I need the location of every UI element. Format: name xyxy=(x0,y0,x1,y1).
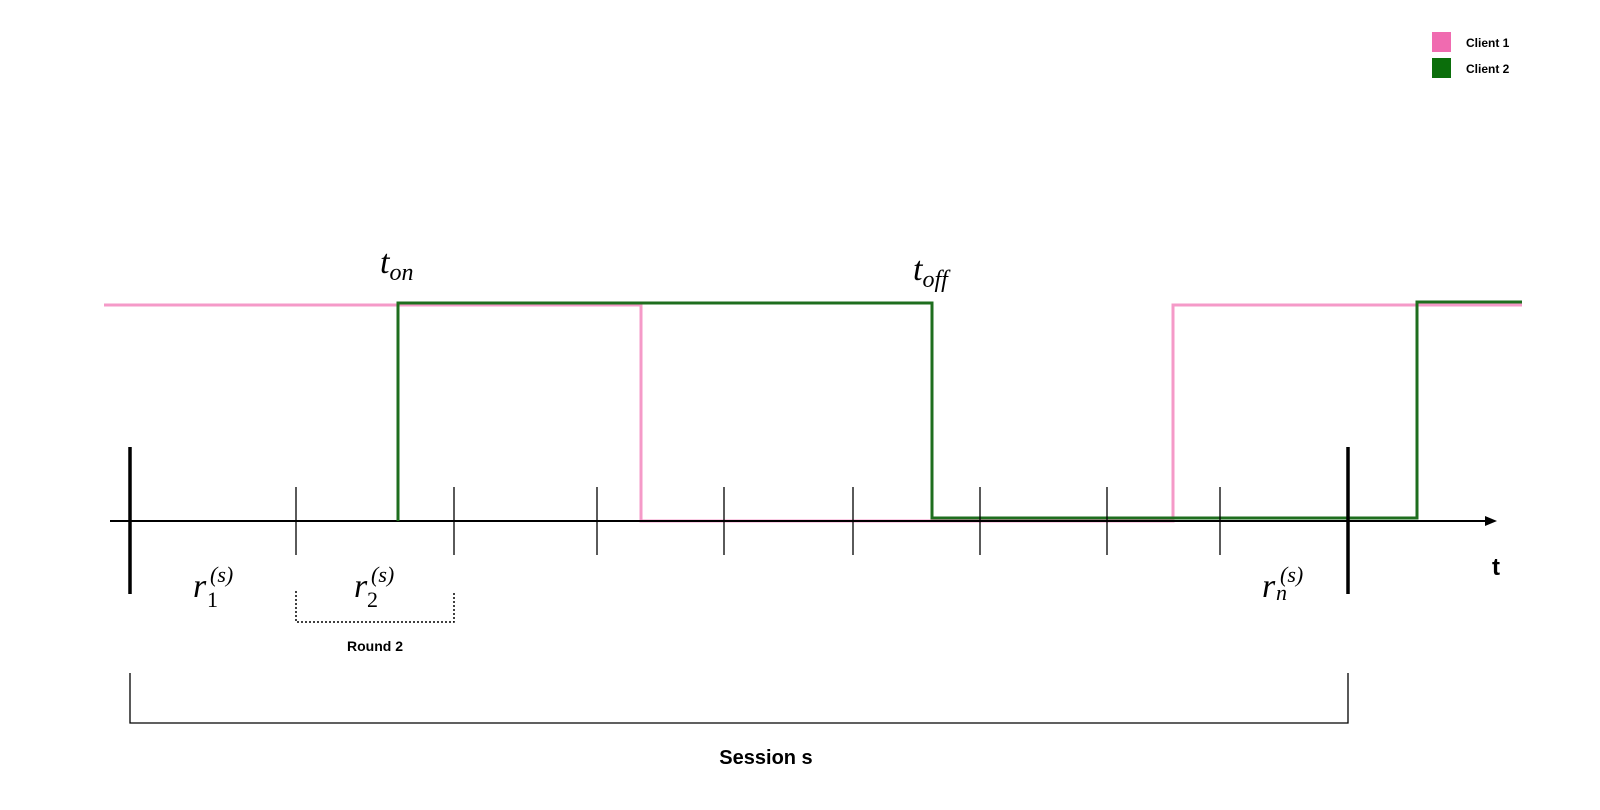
svg-text:1: 1 xyxy=(207,587,218,612)
t-on-label: ton xyxy=(380,244,413,286)
legend-swatch-client-1 xyxy=(1432,32,1451,52)
round-2-bracket-label: Round 2 xyxy=(347,638,403,654)
legend-label-client-2: Client 2 xyxy=(1466,62,1510,76)
svg-text:r: r xyxy=(1262,568,1276,605)
client-2-signal-line xyxy=(396,300,1522,521)
svg-text:2: 2 xyxy=(367,587,378,612)
round-2-label: r (s) 2 xyxy=(354,562,394,612)
client-1-signal-line xyxy=(104,303,1522,523)
svg-text:r: r xyxy=(193,568,207,605)
round-n-label: r (s) n xyxy=(1262,562,1303,605)
svg-text:r: r xyxy=(354,568,368,605)
session-bracket xyxy=(129,673,1349,724)
session-bracket-label: Session s xyxy=(719,747,812,769)
svg-text:n: n xyxy=(1276,580,1287,605)
legend-swatch-client-2 xyxy=(1432,58,1451,78)
svg-text:(s): (s) xyxy=(210,562,233,587)
svg-text:(s): (s) xyxy=(1280,562,1303,587)
round-ticks xyxy=(295,487,1221,555)
round-1-label: r (s) 1 xyxy=(193,562,233,612)
legend: Client 1 Client 2 xyxy=(1432,32,1510,78)
time-axis-label: t xyxy=(1492,554,1500,581)
legend-label-client-1: Client 1 xyxy=(1466,36,1510,50)
time-axis-arrowhead xyxy=(1485,516,1497,526)
round-2-bracket xyxy=(295,591,455,623)
t-off-label: toff xyxy=(913,251,951,293)
svg-text:(s): (s) xyxy=(371,562,394,587)
